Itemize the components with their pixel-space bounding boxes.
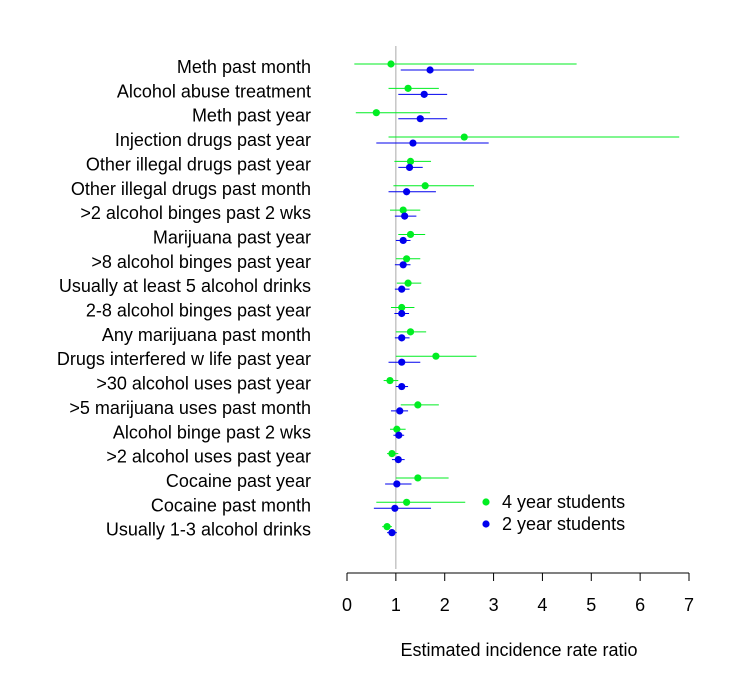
point-estimate [421, 182, 429, 190]
point-estimate [398, 309, 406, 318]
point-estimate [399, 206, 407, 214]
category-label: Drugs interfered w life past year [57, 349, 311, 369]
category-label: Meth past year [192, 106, 311, 126]
category-label: Usually at least 5 alcohol drinks [59, 276, 311, 296]
point-estimate [416, 115, 424, 123]
point-estimate [403, 188, 411, 196]
point-estimate [399, 261, 407, 269]
legend-label: 2 year students [502, 514, 625, 534]
legend-marker [482, 520, 490, 528]
category-label: Usually 1-3 alcohol drinks [106, 520, 311, 540]
point-estimate [401, 212, 409, 220]
point-estimate [406, 328, 415, 336]
point-estimate [403, 255, 411, 263]
x-tick-label: 0 [342, 595, 352, 615]
point-estimate [409, 139, 417, 147]
x-axis: 0 1 2 3 4 5 6 7 Estimated incidence rate ratio [342, 572, 694, 660]
point-estimate [398, 285, 406, 293]
point-estimate [388, 529, 396, 537]
point-estimate [414, 474, 422, 482]
point-estimate [432, 352, 440, 360]
category-label: Cocaine past month [151, 495, 311, 515]
point-estimate [372, 109, 380, 117]
x-tick-label: 7 [684, 595, 694, 615]
point-estimate [420, 90, 428, 98]
category-label: >30 alcohol uses past year [96, 374, 311, 394]
category-label: Marijuana past year [153, 227, 311, 247]
point-estimate [395, 431, 403, 439]
category-label: >5 marijuana uses past month [69, 398, 311, 418]
point-estimate [460, 133, 468, 141]
x-axis-title: Estimated incidence rate ratio [400, 640, 637, 660]
point-estimate [388, 450, 396, 458]
series-four-year [354, 60, 680, 531]
x-tick-label: 1 [391, 595, 401, 615]
point-estimate [394, 456, 402, 464]
point-estimate [414, 401, 422, 409]
category-label: >8 alcohol binges past year [91, 252, 311, 272]
category-label: Meth past month [177, 57, 311, 77]
point-estimate [391, 504, 399, 512]
legend-marker [482, 498, 490, 506]
point-estimate [426, 66, 434, 74]
point-estimate [393, 425, 401, 433]
point-estimate [398, 382, 406, 391]
category-label: Other illegal drugs past year [86, 154, 311, 174]
category-label: >2 alcohol binges past 2 wks [80, 203, 311, 223]
point-estimate [398, 358, 406, 366]
x-tick-label: 4 [537, 595, 547, 615]
category-label: Other illegal drugs past month [71, 179, 311, 199]
legend-label: 4 year students [502, 492, 625, 512]
point-estimate [383, 523, 391, 531]
x-tick-label: 6 [635, 595, 645, 615]
point-estimate [405, 163, 414, 171]
x-tick-label: 5 [586, 595, 596, 615]
point-estimate [403, 498, 411, 506]
category-label: Alcohol binge past 2 wks [113, 422, 311, 442]
x-tick-label: 2 [440, 595, 450, 615]
point-estimate [398, 303, 406, 312]
category-label: Alcohol abuse treatment [117, 81, 311, 101]
category-label: Injection drugs past year [115, 130, 311, 150]
point-estimate [406, 230, 415, 239]
point-estimate [386, 376, 394, 385]
series-two-year [373, 66, 489, 537]
point-estimate [398, 334, 406, 342]
x-tick-label: 3 [489, 595, 499, 615]
category-labels: Meth past month Alcohol abuse treatment Me… [57, 57, 311, 540]
point-estimate [404, 84, 412, 92]
point-estimate [396, 407, 404, 415]
category-label: Cocaine past year [166, 471, 311, 491]
point-estimate [406, 157, 415, 165]
point-estimate [404, 279, 412, 287]
point-estimate [399, 236, 407, 245]
x-ticks: 0 1 2 3 4 5 6 7 [342, 573, 694, 615]
category-label: 2-8 alcohol binges past year [86, 301, 311, 321]
point-estimate [387, 60, 395, 68]
series-layer [354, 60, 680, 537]
point-estimate [393, 480, 401, 488]
category-label: Any marijuana past month [102, 325, 311, 345]
category-label: >2 alcohol uses past year [106, 447, 311, 467]
